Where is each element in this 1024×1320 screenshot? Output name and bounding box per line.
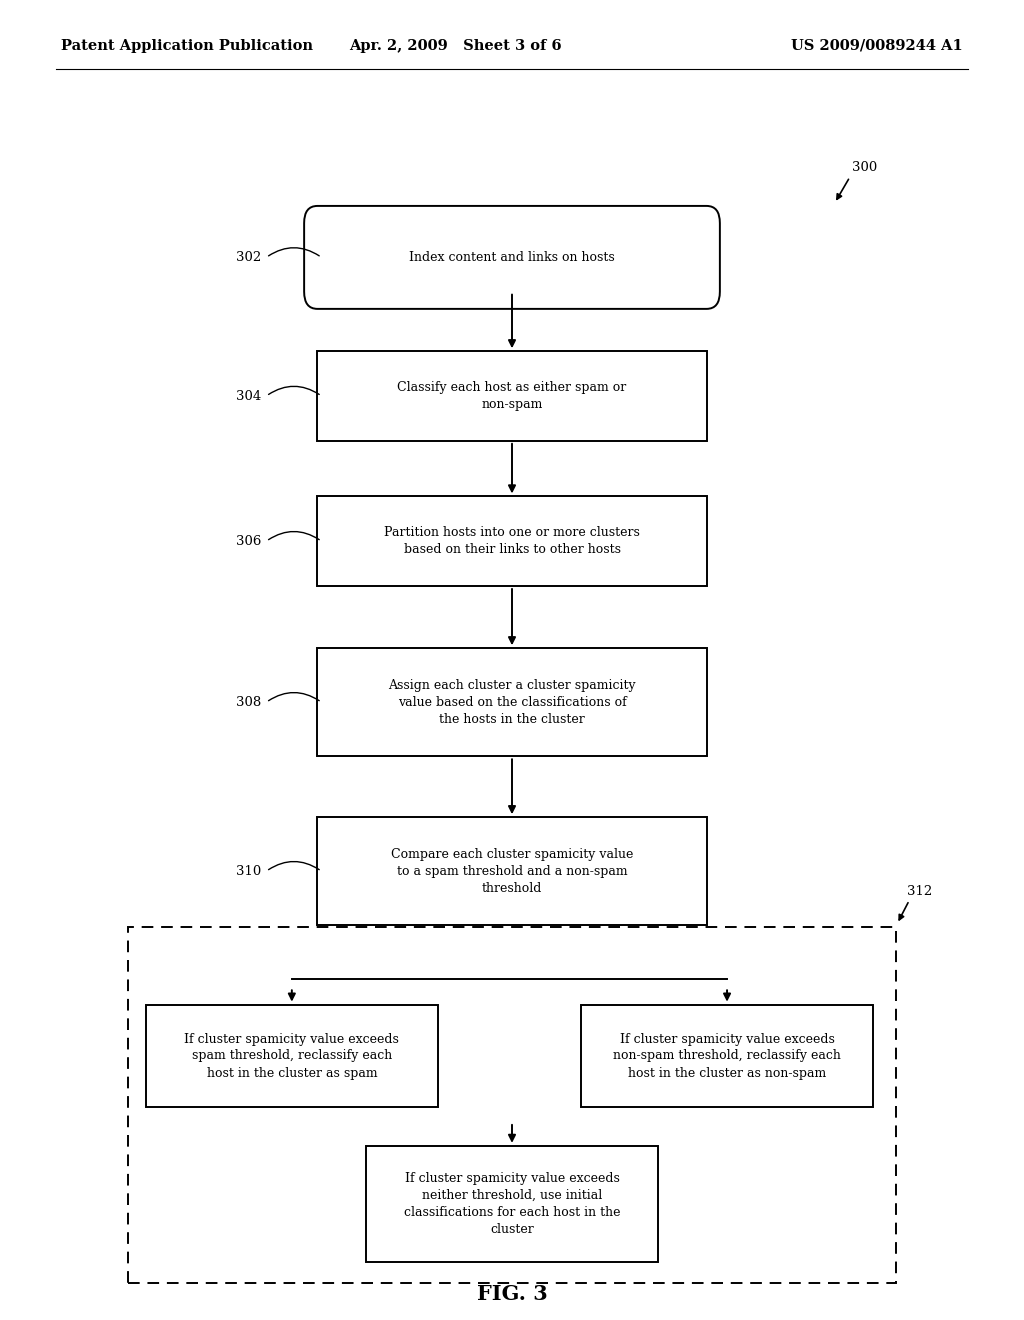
Text: Compare each cluster spamicity value
to a spam threshold and a non-spam
threshol: Compare each cluster spamicity value to … xyxy=(391,847,633,895)
Text: 308: 308 xyxy=(236,696,261,709)
Text: Apr. 2, 2009   Sheet 3 of 6: Apr. 2, 2009 Sheet 3 of 6 xyxy=(349,38,562,53)
Text: 304: 304 xyxy=(236,389,261,403)
Bar xyxy=(317,351,707,441)
Bar xyxy=(367,1146,658,1262)
Text: If cluster spamicity value exceeds
neither threshold, use initial
classification: If cluster spamicity value exceeds neith… xyxy=(403,1172,621,1236)
Text: Patent Application Publication: Patent Application Publication xyxy=(61,38,313,53)
Bar xyxy=(317,496,707,586)
Text: 306: 306 xyxy=(236,535,261,548)
FancyBboxPatch shape xyxy=(304,206,720,309)
Text: 312: 312 xyxy=(907,884,933,898)
Text: 302: 302 xyxy=(236,251,261,264)
Text: FIG. 3: FIG. 3 xyxy=(476,1284,548,1304)
Bar xyxy=(128,927,896,1283)
Text: 300: 300 xyxy=(852,161,878,174)
Bar xyxy=(582,1005,872,1107)
Text: If cluster spamicity value exceeds
spam threshold, reclassify each
host in the c: If cluster spamicity value exceeds spam … xyxy=(184,1032,399,1080)
Text: Assign each cluster a cluster spamicity
value based on the classifications of
th: Assign each cluster a cluster spamicity … xyxy=(388,678,636,726)
Bar xyxy=(145,1005,438,1107)
Text: Index content and links on hosts: Index content and links on hosts xyxy=(410,251,614,264)
Text: Partition hosts into one or more clusters
based on their links to other hosts: Partition hosts into one or more cluster… xyxy=(384,527,640,556)
Bar xyxy=(317,648,707,756)
Text: If cluster spamicity value exceeds
non-spam threshold, reclassify each
host in t: If cluster spamicity value exceeds non-s… xyxy=(613,1032,841,1080)
Text: Classify each host as either spam or
non-spam: Classify each host as either spam or non… xyxy=(397,381,627,411)
Bar xyxy=(317,817,707,925)
Text: US 2009/0089244 A1: US 2009/0089244 A1 xyxy=(791,38,963,53)
Text: 310: 310 xyxy=(236,865,261,878)
